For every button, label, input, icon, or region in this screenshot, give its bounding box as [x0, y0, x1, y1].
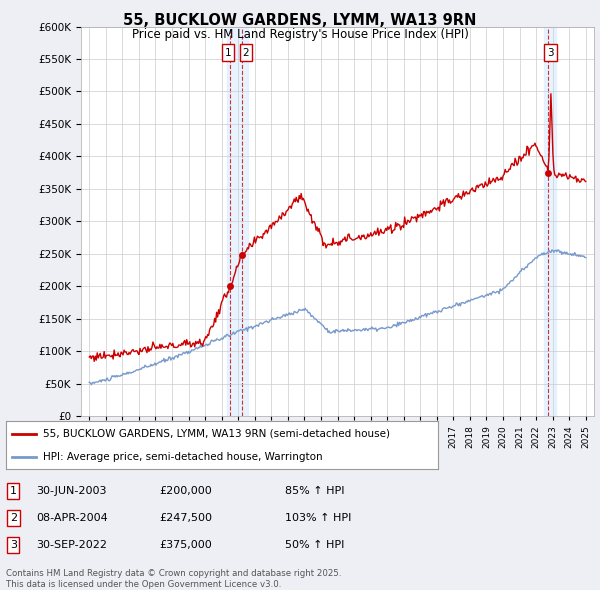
Text: 50% ↑ HPI: 50% ↑ HPI — [285, 540, 344, 550]
Text: Contains HM Land Registry data © Crown copyright and database right 2025.
This d: Contains HM Land Registry data © Crown c… — [6, 569, 341, 589]
Text: 08-APR-2004: 08-APR-2004 — [36, 513, 108, 523]
Text: 2: 2 — [242, 48, 249, 57]
Bar — [227, 27, 248, 416]
Text: 30-JUN-2003: 30-JUN-2003 — [36, 486, 107, 496]
Bar — [544, 27, 556, 416]
Text: 3: 3 — [10, 540, 17, 550]
Text: HPI: Average price, semi-detached house, Warrington: HPI: Average price, semi-detached house,… — [43, 452, 322, 462]
Text: Price paid vs. HM Land Registry's House Price Index (HPI): Price paid vs. HM Land Registry's House … — [131, 28, 469, 41]
Text: 55, BUCKLOW GARDENS, LYMM, WA13 9RN: 55, BUCKLOW GARDENS, LYMM, WA13 9RN — [124, 13, 476, 28]
Text: 1: 1 — [10, 486, 17, 496]
Text: £200,000: £200,000 — [159, 486, 212, 496]
Text: £247,500: £247,500 — [159, 513, 212, 523]
Text: 2: 2 — [10, 513, 17, 523]
Text: 55, BUCKLOW GARDENS, LYMM, WA13 9RN (semi-detached house): 55, BUCKLOW GARDENS, LYMM, WA13 9RN (sem… — [43, 429, 390, 439]
Text: 103% ↑ HPI: 103% ↑ HPI — [285, 513, 352, 523]
Text: 85% ↑ HPI: 85% ↑ HPI — [285, 486, 344, 496]
Text: 3: 3 — [547, 48, 554, 57]
Text: 1: 1 — [224, 48, 231, 57]
Text: 30-SEP-2022: 30-SEP-2022 — [36, 540, 107, 550]
Text: £375,000: £375,000 — [159, 540, 212, 550]
